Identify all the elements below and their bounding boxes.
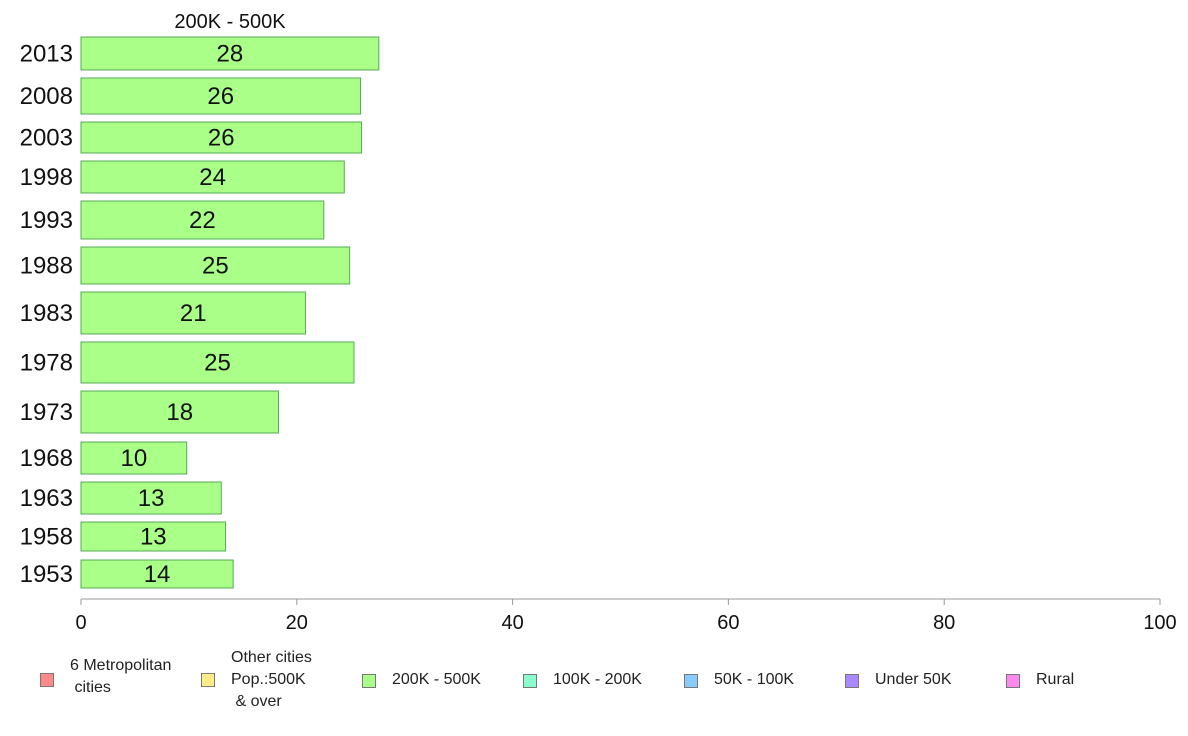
bar-1988 bbox=[80, 246, 351, 285]
chart-title: 200K - 500K bbox=[174, 11, 286, 33]
x-tick-label-80: 80 bbox=[933, 612, 955, 634]
value-label-1993: 22 bbox=[189, 207, 216, 234]
legend-item: Under 50K bbox=[845, 669, 952, 691]
value-label-1953: 14 bbox=[144, 561, 171, 588]
value-label-1978: 25 bbox=[204, 350, 231, 377]
category-label-2008: 2008 bbox=[20, 83, 73, 110]
value-label-1958: 13 bbox=[140, 524, 167, 551]
bar-1998 bbox=[80, 160, 345, 194]
value-label-1998: 24 bbox=[199, 164, 226, 191]
bar-2003 bbox=[80, 121, 363, 154]
bar-1958 bbox=[80, 521, 227, 552]
value-label-1983: 21 bbox=[180, 300, 207, 327]
value-label-1973: 18 bbox=[166, 399, 193, 426]
legend-swatch bbox=[845, 674, 859, 688]
legend-item: 6 Metropolitan cities bbox=[40, 655, 171, 699]
bar-1978 bbox=[80, 341, 355, 384]
x-axis: 0 20 40 60 80 100 bbox=[75, 598, 1177, 634]
value-label-1968: 10 bbox=[121, 445, 148, 472]
bar-1983 bbox=[80, 291, 306, 335]
legend-swatch bbox=[523, 674, 537, 688]
value-label-2003: 26 bbox=[208, 125, 235, 152]
legend-swatch bbox=[684, 674, 698, 688]
legend-label: 6 Metropolitan cities bbox=[70, 657, 172, 696]
legend-label: Rural bbox=[1036, 671, 1075, 688]
bar-2013 bbox=[80, 36, 380, 71]
value-label-2008: 26 bbox=[207, 83, 234, 110]
category-label-1978: 1978 bbox=[20, 350, 73, 377]
legend-label: 100K - 200K bbox=[553, 671, 642, 688]
legend-item: 200K - 500K bbox=[362, 669, 481, 691]
legend-swatch bbox=[362, 674, 376, 688]
category-label-1973: 1973 bbox=[20, 399, 73, 426]
bar-1963 bbox=[80, 481, 222, 515]
legend-item: 50K - 100K bbox=[684, 669, 794, 691]
bar-1993 bbox=[80, 200, 325, 240]
category-label-1953: 1953 bbox=[20, 561, 73, 588]
value-label-1963: 13 bbox=[138, 485, 165, 512]
legend-swatch bbox=[40, 673, 54, 687]
bar-1953 bbox=[80, 559, 234, 589]
bar-1973 bbox=[80, 390, 279, 434]
legend-label: 200K - 500K bbox=[392, 671, 481, 688]
category-label-1983: 1983 bbox=[20, 300, 73, 327]
x-tick-label-40: 40 bbox=[501, 612, 523, 634]
legend-item: Other cities Pop.:500K & over bbox=[201, 647, 312, 713]
category-label-2003: 2003 bbox=[20, 125, 73, 152]
bar-1968 bbox=[80, 441, 188, 475]
legend-label: Other cities Pop.:500K & over bbox=[231, 649, 312, 710]
category-label-1988: 1988 bbox=[20, 253, 73, 280]
legend-label: Under 50K bbox=[875, 671, 952, 688]
category-label-2013: 2013 bbox=[20, 41, 73, 68]
value-label-1988: 25 bbox=[202, 253, 229, 280]
bar-2008 bbox=[80, 77, 361, 115]
category-label-1958: 1958 bbox=[20, 524, 73, 551]
x-tick-label-100: 100 bbox=[1143, 612, 1176, 634]
x-tick-label-0: 0 bbox=[75, 612, 86, 634]
legend-label: 50K - 100K bbox=[714, 671, 795, 688]
legend-item: Rural bbox=[1006, 669, 1074, 691]
value-label-2013: 28 bbox=[217, 41, 244, 68]
x-tick-label-20: 20 bbox=[286, 612, 308, 634]
x-tick-label-60: 60 bbox=[717, 612, 739, 634]
category-label-1963: 1963 bbox=[20, 485, 73, 512]
category-label-1998: 1998 bbox=[20, 164, 73, 191]
bars-layer: 2013 28 2008 26 2003 26 1998 24 1993 22 1988 25 1983… bbox=[20, 36, 380, 589]
legend: 6 Metropolitan cities Other cities Pop.:5… bbox=[0, 645, 1188, 725]
category-label-1968: 1968 bbox=[20, 445, 73, 472]
legend-swatch bbox=[1006, 674, 1020, 688]
legend-item: 100K - 200K bbox=[523, 669, 642, 691]
category-label-1993: 1993 bbox=[20, 207, 73, 234]
legend-swatch bbox=[201, 673, 215, 687]
